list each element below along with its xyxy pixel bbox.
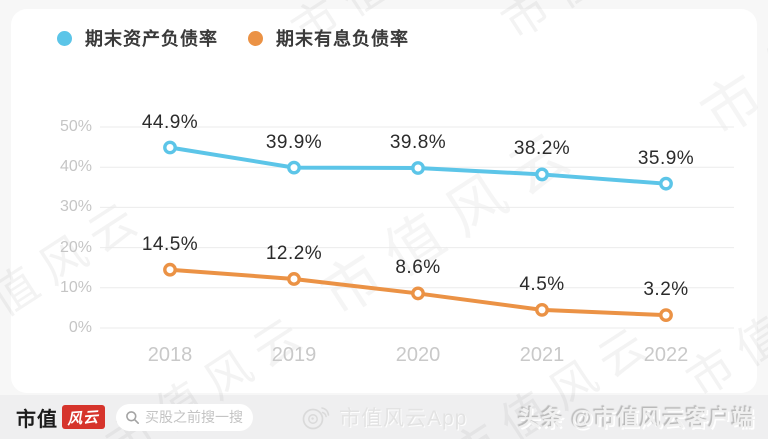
data-point	[535, 167, 549, 182]
app-watermark: 市值风云App	[300, 395, 467, 439]
data-point-label: 12.2%	[265, 242, 323, 264]
legend-dot-icon	[57, 30, 72, 46]
data-point-label: 35.9%	[637, 147, 695, 169]
chart-plot	[100, 126, 734, 329]
legend-dot-icon	[248, 30, 263, 46]
brand-logo-badge: 风云	[62, 405, 105, 429]
app-watermark-label: 市值风云App	[339, 407, 468, 430]
footer-content: 市值 风云	[0, 395, 768, 439]
x-axis-tick: 2019	[271, 344, 317, 366]
toutiao-watermark-label: 头条 @市值风云客户端	[518, 406, 755, 431]
y-axis-tick: 50%	[59, 118, 92, 135]
data-point	[411, 286, 425, 301]
data-point	[163, 140, 177, 155]
data-point-label: 14.5%	[141, 233, 199, 255]
data-point	[659, 308, 673, 323]
y-axis-tick: 30%	[59, 198, 92, 216]
data-point	[659, 176, 673, 191]
data-point-label: 3.2%	[643, 279, 689, 301]
data-point-label: 38.2%	[513, 138, 571, 160]
legend-label: 期末资产负债率	[85, 29, 218, 49]
legend-item[interactable]: 期末有息负债率	[248, 25, 409, 51]
data-point	[535, 303, 549, 317]
brand-logo-text: 市值	[16, 408, 58, 431]
data-point	[411, 161, 425, 175]
y-axis-tick: 20%	[59, 238, 92, 256]
search-input[interactable]	[145, 409, 250, 425]
data-point	[163, 262, 177, 277]
search-bar[interactable]	[116, 403, 253, 431]
toutiao-watermark: 头条 @市值风云客户端	[518, 395, 755, 439]
y-axis-tick: 10%	[59, 278, 92, 296]
x-axis-tick: 2018	[147, 344, 193, 366]
y-axis-tick: 0%	[68, 319, 92, 336]
x-axis-tick: 2020	[395, 344, 441, 366]
legend-label: 期末有息负债率	[276, 29, 409, 49]
data-point-label: 44.9%	[141, 111, 199, 133]
data-point	[287, 272, 301, 286]
brand-snail-icon	[302, 407, 330, 430]
chart-card	[11, 9, 757, 393]
brand-badge-label: 风云	[67, 408, 101, 428]
data-point-label: 39.9%	[265, 131, 323, 153]
x-axis-tick: 2022	[643, 344, 689, 366]
data-point	[287, 160, 301, 175]
data-point-label: 39.8%	[389, 132, 447, 153]
data-point-label: 4.5%	[519, 273, 565, 295]
y-axis-tick: 40%	[59, 158, 92, 176]
data-point-label: 8.6%	[395, 257, 441, 279]
line-chart: 期末资产负债率 期末有息负债率 0% 10% 20% 30% 40% 50% 2018 2019…	[11, 9, 757, 393]
legend-item[interactable]: 期末资产负债率	[57, 25, 218, 51]
chart-legend: 期末资产负债率 期末有息负债率	[57, 25, 409, 51]
search-icon	[126, 410, 139, 424]
x-axis-tick: 2021	[519, 344, 565, 366]
